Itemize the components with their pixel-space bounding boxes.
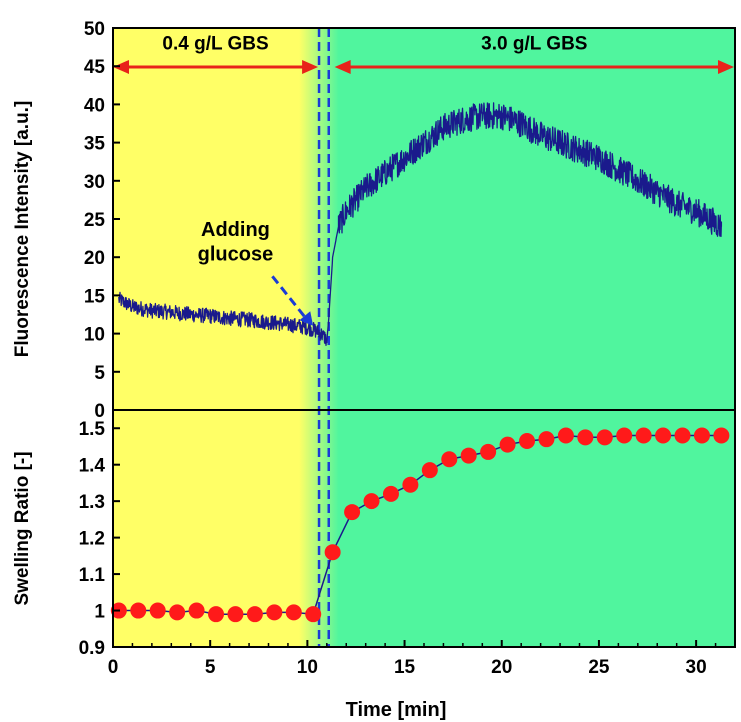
top-y-tick-label: 35 — [84, 134, 106, 155]
bottom-y-tick-label: 1.3 — [79, 492, 105, 513]
swelling-point — [246, 606, 263, 623]
swelling-point — [441, 451, 458, 468]
region-arrowhead-left — [334, 59, 351, 74]
swelling-point — [149, 602, 166, 619]
top-y-tick-label: 10 — [84, 325, 105, 346]
swelling-point — [557, 427, 574, 444]
swelling-point — [674, 427, 691, 444]
top-y-tick-label: 20 — [84, 248, 105, 269]
bottom-y-tick-label: 1.4 — [79, 456, 106, 477]
bottom-y-axis-label: Swelling Ratio [-] — [12, 451, 33, 605]
swelling-point — [169, 604, 186, 621]
x-tick-label: 0 — [108, 657, 119, 678]
region-arrowhead-right — [718, 59, 734, 74]
swelling-point — [130, 602, 147, 619]
fluorescence-series — [118, 102, 723, 346]
bottom-y-tick-label: 1.1 — [79, 565, 106, 586]
swelling-point — [635, 427, 652, 444]
swelling-point — [305, 606, 322, 623]
swelling-point — [324, 544, 341, 561]
top-y-tick-label: 0 — [94, 401, 105, 422]
swelling-point — [693, 427, 710, 444]
annotation-line-1: Adding — [201, 219, 270, 241]
x-axis-label: Time [min] — [346, 699, 447, 721]
x-tick-label: 15 — [394, 657, 416, 678]
region-label: 3.0 g/L GBS — [481, 33, 587, 54]
swelling-point — [363, 493, 380, 510]
x-tick-label: 30 — [686, 657, 707, 678]
swelling-point — [285, 604, 302, 621]
annotation-line-2: glucose — [198, 243, 274, 265]
swelling-point — [421, 462, 438, 479]
axes: 051015202530354045500.911.11.21.31.41.50… — [79, 19, 717, 678]
top-y-tick-label: 50 — [84, 19, 105, 40]
swelling-point — [402, 476, 419, 493]
swelling-point — [616, 427, 633, 444]
top-y-axis-label: Fluorescence Intensity [a.u.] — [12, 101, 33, 358]
x-tick-label: 20 — [491, 657, 512, 678]
x-tick-label: 10 — [297, 657, 318, 678]
bottom-plot-background — [113, 410, 735, 647]
annotation-arrowhead — [299, 311, 314, 326]
event-lines — [317, 28, 331, 647]
bottom-y-tick-label: 0.9 — [79, 638, 105, 659]
top-y-tick-label: 25 — [84, 210, 106, 231]
bottom-y-tick-label: 1.5 — [79, 419, 106, 440]
swelling-point — [344, 504, 361, 521]
swelling-point — [227, 606, 244, 623]
fluorescence-line — [118, 102, 723, 346]
swelling-point — [577, 429, 594, 446]
region-arrowhead-left — [113, 59, 129, 74]
annotation-arrow — [271, 275, 309, 321]
swelling-point — [519, 432, 536, 449]
top-y-tick-label: 30 — [84, 172, 105, 193]
top-y-tick-label: 45 — [84, 57, 106, 78]
swelling-point — [538, 431, 555, 448]
region-label: 0.4 g/L GBS — [162, 33, 268, 54]
swelling-point — [499, 436, 516, 453]
swelling-point — [480, 443, 497, 460]
swelling-point — [188, 602, 205, 619]
region-arrows: 0.4 g/L GBS 3.0 g/L GBS — [113, 33, 734, 74]
swelling-point — [382, 485, 399, 502]
top-y-tick-label: 5 — [94, 363, 105, 384]
swelling-series — [110, 427, 730, 623]
top-plot-background — [113, 28, 735, 410]
x-tick-label: 5 — [205, 657, 216, 678]
top-y-tick-label: 15 — [84, 286, 106, 307]
swelling-point — [208, 606, 225, 623]
swelling-point — [596, 429, 613, 446]
swelling-point — [266, 604, 283, 621]
region-arrowhead-right — [302, 59, 319, 74]
swelling-point — [713, 427, 730, 444]
x-tick-label: 25 — [588, 657, 610, 678]
annotation: Adding glucose — [198, 219, 314, 326]
swelling-point — [655, 427, 672, 444]
swelling-point — [460, 447, 477, 464]
bottom-y-tick-label: 1 — [94, 602, 105, 623]
bottom-y-tick-label: 1.2 — [79, 529, 105, 550]
top-y-tick-label: 40 — [84, 95, 105, 116]
